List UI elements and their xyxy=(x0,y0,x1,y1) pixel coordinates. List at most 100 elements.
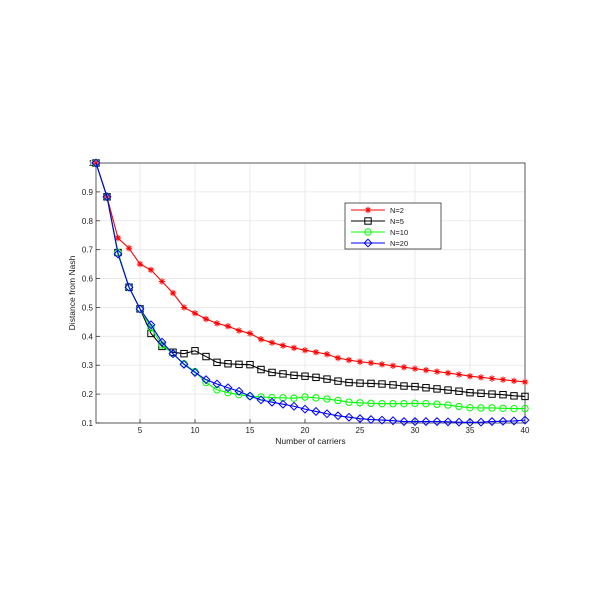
data-point xyxy=(521,378,529,386)
data-point xyxy=(180,304,188,311)
star-stroke xyxy=(148,267,154,273)
y-tick-label: 0.9 xyxy=(82,188,94,197)
star-stroke xyxy=(247,330,253,337)
legend-entry: N=2 xyxy=(351,206,404,215)
data-point xyxy=(344,412,354,422)
data-point xyxy=(521,404,529,413)
star-stroke xyxy=(412,366,418,372)
data-point xyxy=(378,399,386,408)
data-point xyxy=(224,388,232,397)
data-point xyxy=(147,266,155,274)
data-point xyxy=(180,349,188,358)
star-stroke xyxy=(390,363,396,369)
data-point xyxy=(212,379,222,389)
data-point xyxy=(345,378,353,387)
series-n-20 xyxy=(91,158,530,427)
star-stroke xyxy=(379,361,385,367)
star-stroke xyxy=(522,379,528,385)
data-point xyxy=(389,399,397,408)
data-point xyxy=(301,372,309,380)
data-point xyxy=(102,192,112,202)
data-point xyxy=(477,389,485,397)
data-point xyxy=(410,417,420,427)
star-stroke xyxy=(170,290,176,296)
data-point xyxy=(333,411,343,421)
data-point xyxy=(422,366,430,374)
data-point xyxy=(245,391,255,401)
data-point xyxy=(455,387,463,395)
data-point xyxy=(169,289,177,297)
data-point xyxy=(422,399,430,408)
data-point xyxy=(400,399,408,408)
star-stroke xyxy=(214,320,220,326)
star-stroke xyxy=(225,323,231,329)
data-point xyxy=(345,356,353,364)
data-point xyxy=(213,358,221,367)
data-point xyxy=(113,249,123,259)
plot-frame xyxy=(95,162,526,424)
data-point xyxy=(213,320,221,327)
data-point xyxy=(191,347,199,355)
star-stroke xyxy=(280,342,286,349)
star-stroke xyxy=(236,327,242,334)
x-tick-label: 20 xyxy=(301,426,310,435)
data-point xyxy=(499,390,507,399)
data-point xyxy=(125,245,133,252)
legend-box xyxy=(344,202,442,250)
data-point xyxy=(378,380,386,388)
y-tick-label: 0.1 xyxy=(82,419,94,428)
data-point xyxy=(444,401,452,409)
data-point xyxy=(510,377,518,385)
data-point xyxy=(290,394,298,402)
star-stroke xyxy=(467,373,473,379)
data-point xyxy=(454,417,464,427)
data-point xyxy=(487,417,497,427)
data-point xyxy=(268,368,276,377)
data-point xyxy=(443,417,453,427)
data-point xyxy=(411,399,419,408)
data-point xyxy=(114,248,122,257)
data-point xyxy=(300,404,310,414)
data-point xyxy=(136,260,144,268)
data-point xyxy=(278,399,288,409)
data-point xyxy=(433,385,441,393)
data-point xyxy=(400,364,408,371)
data-point xyxy=(367,379,375,388)
data-point xyxy=(488,404,496,412)
y-tick-label: 0.2 xyxy=(82,390,94,399)
legend-label: N=2 xyxy=(390,206,404,215)
series-line xyxy=(95,162,525,410)
data-point xyxy=(268,339,276,346)
data-point xyxy=(257,365,265,374)
data-point xyxy=(488,375,496,382)
data-point xyxy=(345,398,353,406)
star-stroke xyxy=(302,347,308,353)
data-point xyxy=(289,401,299,411)
data-point xyxy=(334,354,342,362)
data-point xyxy=(290,371,298,380)
x-tick-label: 5 xyxy=(138,426,143,435)
data-point xyxy=(191,310,199,317)
data-point xyxy=(366,415,376,425)
data-point xyxy=(311,406,321,416)
data-point xyxy=(224,360,232,368)
legend-label: N=5 xyxy=(390,217,404,226)
data-point xyxy=(378,361,386,368)
data-point xyxy=(399,417,409,427)
star-stroke xyxy=(365,207,371,213)
data-point xyxy=(389,381,397,389)
data-point xyxy=(257,336,265,343)
legend-label: N=20 xyxy=(390,239,408,248)
data-point xyxy=(377,415,387,425)
star-stroke xyxy=(181,304,187,311)
legend-marker xyxy=(363,238,373,248)
data-point xyxy=(290,344,298,352)
data-point xyxy=(367,359,375,367)
data-point xyxy=(190,367,200,377)
data-point xyxy=(323,395,331,403)
data-point xyxy=(279,342,287,349)
x-tick-label: 15 xyxy=(246,426,255,435)
data-point xyxy=(477,374,485,381)
data-point xyxy=(267,397,277,407)
data-point xyxy=(268,393,276,402)
